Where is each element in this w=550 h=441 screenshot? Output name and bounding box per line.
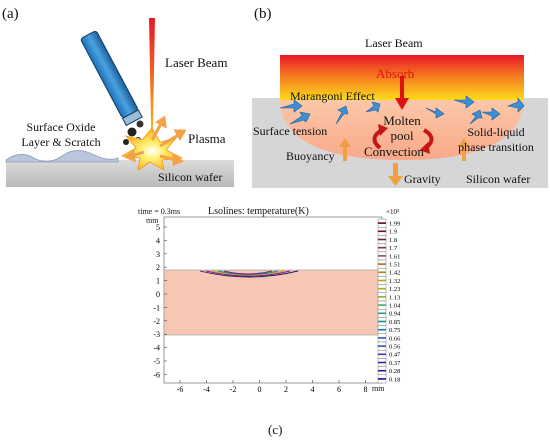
silicon-region [163, 269, 383, 336]
isolines [199, 270, 299, 278]
colorbar-tick-label: 0.18 [389, 376, 400, 383]
x-tick-label: 0 [258, 385, 262, 394]
y-tick-label: 4 [156, 236, 160, 245]
colorbar-tick-label: 1.23 [389, 286, 400, 293]
x-tick-label: -4 [203, 385, 210, 394]
gravity-label: Gravity [404, 172, 441, 186]
colorbar-tick-label: 1.13 [389, 294, 400, 301]
y-unit-label: mm [146, 216, 159, 225]
y-tick-label: 2 [156, 263, 160, 272]
colorbar-tick-label: 0.28 [389, 368, 400, 375]
panel-b-label: (b) [254, 6, 272, 22]
x-tick-label: 6 [337, 385, 341, 394]
particle [127, 127, 137, 137]
plasma-label: Plasma [188, 131, 226, 146]
x-tick-label: -6 [177, 385, 184, 394]
particle [123, 139, 129, 145]
y-tick-label: -5 [153, 357, 160, 366]
y-tick-label: -4 [153, 344, 160, 353]
y-tick-label: 0 [156, 290, 160, 299]
colorbar-tick-label: 1.7 [389, 245, 398, 252]
molten-label-line2: pool [390, 128, 414, 143]
solid-liquid-label-line2: phase transition [458, 140, 534, 154]
x-tick-label: 4 [311, 385, 315, 394]
colorbar-tick-label: 0.37 [389, 360, 401, 367]
colorbar-tick-label: 1.9 [389, 229, 397, 236]
plot-title: Lsolines: temperature(K) [208, 206, 309, 217]
oxide-label-line1: Surface Oxide [26, 120, 96, 134]
absorb-arrow [395, 98, 409, 110]
panel-b-illustration [252, 55, 548, 188]
x-ticks: -6 -4 -2 0 2 4 6 8 [177, 380, 368, 394]
y-ticks: 5 4 3 2 1 0 -1 -2 -3 -4 -5 -6 [153, 223, 167, 379]
laser-beam-label-b: Laser Beam [365, 36, 423, 50]
colorbar-tick-label: 1.04 [389, 303, 401, 310]
y-tick-label: 5 [156, 223, 160, 232]
wafer-label-b: Silicon wafer [466, 172, 531, 186]
marangoni-label: Marangoni Effect [290, 89, 375, 103]
colorbar-tick-label: 0.75 [389, 327, 400, 334]
x-tick-label: -2 [230, 385, 237, 394]
oxide-layer [5, 150, 119, 163]
colorbar-tick-label: 0.66 [389, 335, 401, 342]
colorbar-exponent: ×10³ [386, 208, 400, 216]
panel-c-label: (c) [268, 422, 283, 437]
orange-arrows [339, 138, 470, 186]
buoyancy-label: Buoyancy [286, 149, 335, 163]
y-tick-label: 3 [156, 250, 160, 259]
molten-label-line1: Molten [383, 113, 421, 128]
panel-a-illustration [5, 18, 234, 187]
x-tick-label: 8 [364, 385, 368, 394]
laser-beam-label-a: Laser Beam [165, 55, 228, 70]
colorbar-tick-label: 1.42 [389, 270, 400, 277]
colorbar-tick-label: 1.8 [389, 237, 397, 244]
marangoni-arrows [279, 95, 525, 125]
wafer-block-a [6, 160, 234, 187]
y-tick-label: -1 [153, 303, 160, 312]
y-tick-label: -3 [153, 330, 160, 339]
y-tick-label: 1 [156, 277, 160, 286]
absorb-label: Absorb [376, 66, 415, 81]
colorbar-tick-label: 0.85 [389, 319, 400, 326]
wafer-label-a: Silicon wafer [158, 170, 223, 184]
colorbar-tick-label: 1.61 [389, 253, 400, 260]
convection-label: Convection [364, 144, 424, 159]
nozzle-icon [80, 31, 143, 127]
plasma-arrows [124, 115, 187, 167]
time-label: time = 0.3ms [138, 207, 181, 216]
panel-a-label: (a) [2, 6, 19, 22]
surface-tension-label: Surface tension [253, 124, 328, 138]
y-tick-label: -6 [153, 370, 160, 379]
colorbar: 1.991.91.81.71.61 1.511.421.321.231.13 1.0… [377, 218, 401, 383]
x-tick-label: 2 [284, 385, 288, 394]
colorbar-tick-label: 1.99 [389, 221, 400, 228]
colorbar-tick-label: 1.32 [389, 278, 400, 285]
laser-beam-a [149, 18, 155, 150]
colorbar-tick-label: 1.51 [389, 262, 400, 269]
plasma-burst [120, 127, 184, 171]
colorbar-tick-label: 0.47 [389, 352, 401, 359]
colorbar-tick-label: 0.56 [389, 344, 401, 351]
oxide-label-line2: Layer & Scratch [21, 135, 101, 149]
solid-liquid-label-line1: Solid-liquid [467, 125, 525, 139]
y-tick-label: -2 [153, 317, 160, 326]
x-unit-label: mm [372, 384, 385, 393]
colorbar-tick-label: 0.94 [389, 311, 401, 318]
particle [136, 120, 144, 128]
isoline-plot: 5 4 3 2 1 0 -1 -2 -3 -4 -5 -6 -6 -4 -2 0 2 4 6 8 [153, 216, 383, 394]
